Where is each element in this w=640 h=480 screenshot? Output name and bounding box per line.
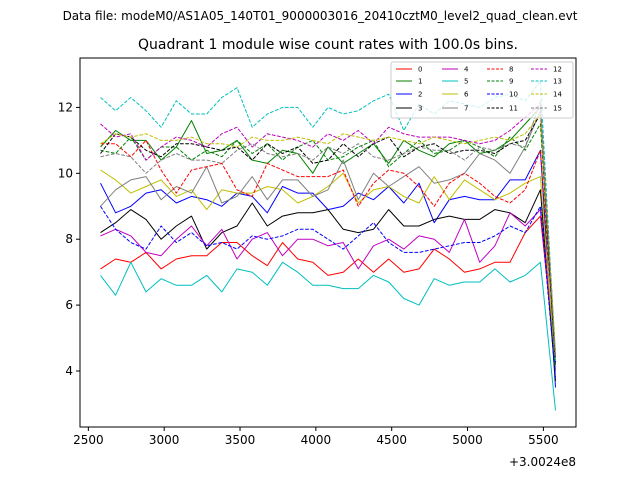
legend-label-9: 9 bbox=[509, 78, 513, 86]
legend-label-6: 6 bbox=[464, 91, 469, 99]
series-line-5 bbox=[100, 261, 556, 411]
x-tick-label: 3000 bbox=[149, 433, 180, 447]
x-offset-label: +3.0024e8 bbox=[509, 455, 576, 469]
x-tick-label: 4000 bbox=[301, 433, 332, 447]
x-tick-label: 2500 bbox=[73, 433, 104, 447]
series-line-8 bbox=[100, 139, 556, 355]
legend-label-11: 11 bbox=[509, 105, 518, 113]
series-line-10 bbox=[100, 205, 556, 378]
x-tick-label: 5500 bbox=[528, 433, 559, 447]
legend-label-15: 15 bbox=[553, 105, 562, 113]
series-line-7 bbox=[100, 110, 556, 372]
x-tick-label: 5000 bbox=[452, 433, 483, 447]
legend-label-12: 12 bbox=[553, 66, 562, 74]
series-line-15 bbox=[100, 100, 556, 358]
y-tick-label: 10 bbox=[58, 166, 73, 180]
y-tick-label: 8 bbox=[65, 232, 73, 246]
series-line-14 bbox=[100, 113, 556, 352]
plot-background bbox=[80, 58, 576, 427]
legend-label-10: 10 bbox=[509, 91, 518, 99]
legend-label-14: 14 bbox=[553, 91, 562, 99]
y-tick-label: 4 bbox=[65, 364, 73, 378]
legend-label-4: 4 bbox=[464, 66, 469, 74]
legend-label-13: 13 bbox=[553, 78, 562, 86]
legend-label-1: 1 bbox=[418, 78, 422, 86]
legend-label-0: 0 bbox=[418, 66, 422, 74]
y-axis: 4 6 8 10 12 bbox=[58, 100, 80, 378]
series-line-11 bbox=[100, 113, 556, 365]
x-tick-label: 4500 bbox=[376, 433, 407, 447]
legend-label-5: 5 bbox=[464, 78, 468, 86]
y-tick-label: 12 bbox=[58, 100, 73, 114]
x-axis: 2500 3000 3500 4000 4500 5000 5500 bbox=[73, 427, 559, 447]
legend-label-8: 8 bbox=[509, 66, 513, 74]
series-line-0 bbox=[100, 215, 556, 362]
plot-frame bbox=[79, 57, 577, 428]
x-tick-label: 3500 bbox=[225, 433, 256, 447]
legend-box bbox=[390, 61, 574, 119]
header-text: Data file: modeM0/AS1A05_140T01_90000030… bbox=[63, 9, 578, 23]
series-line-4 bbox=[100, 209, 556, 358]
legend-label-3: 3 bbox=[418, 105, 422, 113]
chart-title: Quadrant 1 module wise count rates with … bbox=[138, 37, 518, 53]
series-line-12 bbox=[100, 103, 556, 355]
legend-label-7: 7 bbox=[464, 105, 468, 113]
y-tick-label: 6 bbox=[65, 298, 73, 312]
series-layer bbox=[100, 80, 556, 411]
series-line-3 bbox=[100, 189, 556, 381]
series-line-6 bbox=[100, 169, 556, 368]
legend-label-2: 2 bbox=[418, 91, 422, 99]
